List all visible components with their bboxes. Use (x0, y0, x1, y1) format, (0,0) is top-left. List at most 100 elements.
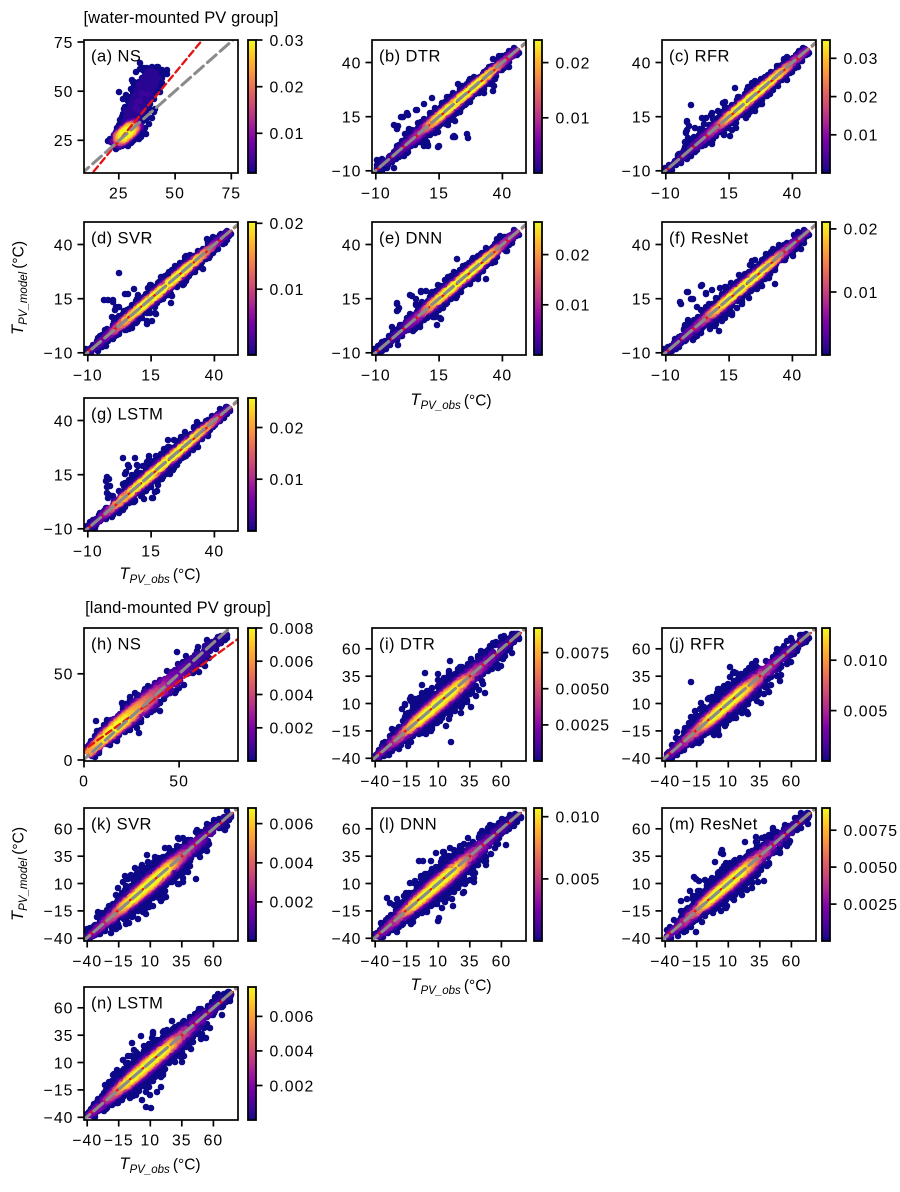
svg-text:TPV_obs (°C): TPV_obs (°C) (410, 391, 491, 412)
svg-text:0.01: 0.01 (556, 111, 591, 128)
svg-text:10: 10 (342, 876, 362, 893)
svg-text:0.01: 0.01 (270, 126, 305, 143)
svg-text:15: 15 (54, 292, 74, 309)
svg-text:0.03: 0.03 (270, 33, 305, 50)
svg-text:0.002: 0.002 (270, 895, 315, 912)
svg-text:−15: −15 (104, 954, 134, 971)
svg-text:(m) ResNet: (m) ResNet (669, 816, 758, 834)
svg-text:−40: −40 (72, 1133, 102, 1150)
svg-text:−40: −40 (622, 931, 652, 948)
svg-text:10: 10 (140, 954, 160, 971)
svg-text:−10: −10 (332, 346, 362, 363)
svg-text:0.0025: 0.0025 (844, 897, 899, 914)
svg-text:0.02: 0.02 (270, 216, 305, 233)
svg-text:TPV_obs (°C): TPV_obs (°C) (119, 1155, 200, 1176)
svg-text:−10: −10 (332, 164, 362, 181)
svg-text:60: 60 (492, 774, 512, 791)
svg-text:(j) RFR: (j) RFR (669, 636, 725, 654)
svg-text:TPV_obs (°C): TPV_obs (°C) (119, 565, 200, 586)
svg-text:−15: −15 (104, 1133, 134, 1150)
svg-text:10: 10 (428, 954, 448, 971)
svg-text:(d) SVR: (d) SVR (91, 230, 153, 248)
svg-text:50: 50 (165, 186, 185, 203)
svg-text:−15: −15 (682, 954, 712, 971)
svg-text:60: 60 (204, 954, 224, 971)
svg-text:60: 60 (342, 822, 362, 839)
svg-text:(l) DNN: (l) DNN (379, 816, 437, 834)
svg-text:15: 15 (54, 468, 74, 485)
svg-text:40: 40 (205, 544, 225, 561)
svg-text:−10: −10 (73, 544, 103, 561)
svg-text:0.03: 0.03 (844, 51, 879, 68)
svg-text:0.02: 0.02 (270, 80, 305, 97)
svg-text:0.004: 0.004 (270, 856, 315, 873)
svg-text:(c) RFR: (c) RFR (669, 48, 730, 66)
svg-text:0.006: 0.006 (270, 654, 315, 671)
svg-text:−40: −40 (44, 931, 74, 948)
svg-text:60: 60 (782, 774, 802, 791)
svg-text:−10: −10 (44, 346, 74, 363)
svg-text:25: 25 (109, 186, 129, 203)
svg-text:75: 75 (221, 186, 241, 203)
svg-text:0.002: 0.002 (270, 1078, 315, 1095)
svg-text:−15: −15 (622, 724, 652, 741)
svg-text:−10: −10 (622, 346, 652, 363)
svg-text:15: 15 (429, 368, 449, 385)
svg-text:0: 0 (79, 774, 89, 791)
svg-text:35: 35 (632, 669, 652, 686)
svg-text:−15: −15 (622, 904, 652, 921)
svg-text:35: 35 (750, 954, 770, 971)
svg-text:15: 15 (141, 368, 161, 385)
svg-text:75: 75 (54, 35, 74, 52)
svg-text:35: 35 (172, 1133, 192, 1150)
svg-text:−10: −10 (44, 522, 74, 539)
svg-text:15: 15 (632, 110, 652, 127)
svg-text:(h) NS: (h) NS (91, 636, 141, 654)
svg-text:(i) DTR: (i) DTR (379, 636, 435, 654)
svg-text:40: 40 (493, 368, 513, 385)
svg-text:15: 15 (719, 368, 739, 385)
svg-text:10: 10 (342, 696, 362, 713)
svg-text:40: 40 (342, 237, 362, 254)
svg-text:40: 40 (632, 55, 652, 72)
svg-text:(k) SVR: (k) SVR (91, 816, 152, 834)
svg-text:60: 60 (54, 1001, 74, 1018)
svg-text:10: 10 (718, 954, 738, 971)
svg-text:0.0050: 0.0050 (844, 860, 899, 877)
svg-text:50: 50 (169, 774, 189, 791)
svg-text:−40: −40 (332, 931, 362, 948)
svg-text:60: 60 (54, 822, 74, 839)
svg-text:−10: −10 (651, 186, 681, 203)
svg-text:[land-mounted PV group]: [land-mounted PV group] (85, 599, 271, 617)
svg-text:−40: −40 (622, 751, 652, 768)
svg-text:60: 60 (204, 1133, 224, 1150)
svg-text:10: 10 (632, 696, 652, 713)
svg-text:0.0050: 0.0050 (556, 682, 611, 699)
svg-text:−40: −40 (72, 954, 102, 971)
svg-text:(n) LSTM: (n) LSTM (91, 995, 163, 1013)
svg-text:0.010: 0.010 (556, 810, 601, 827)
svg-text:0.010: 0.010 (844, 653, 889, 670)
svg-text:[water-mounted PV group]: [water-mounted PV group] (83, 9, 278, 27)
svg-text:10: 10 (428, 774, 448, 791)
svg-text:0.02: 0.02 (844, 89, 879, 106)
svg-text:−40: −40 (360, 954, 390, 971)
svg-text:35: 35 (632, 849, 652, 866)
svg-text:0.02: 0.02 (270, 420, 305, 437)
svg-text:15: 15 (342, 292, 362, 309)
svg-text:−40: −40 (650, 774, 680, 791)
svg-text:35: 35 (750, 774, 770, 791)
svg-text:−10: −10 (361, 186, 391, 203)
svg-text:0.0075: 0.0075 (556, 645, 611, 662)
svg-text:35: 35 (342, 849, 362, 866)
svg-text:0.02: 0.02 (556, 55, 591, 72)
svg-text:−15: −15 (332, 724, 362, 741)
svg-text:10: 10 (54, 1055, 74, 1072)
svg-text:0.01: 0.01 (270, 472, 305, 489)
svg-text:0.0025: 0.0025 (556, 718, 611, 735)
svg-text:0.004: 0.004 (270, 1044, 315, 1061)
svg-text:0.02: 0.02 (556, 247, 591, 264)
svg-text:40: 40 (783, 186, 803, 203)
svg-text:−15: −15 (332, 904, 362, 921)
svg-text:10: 10 (632, 876, 652, 893)
